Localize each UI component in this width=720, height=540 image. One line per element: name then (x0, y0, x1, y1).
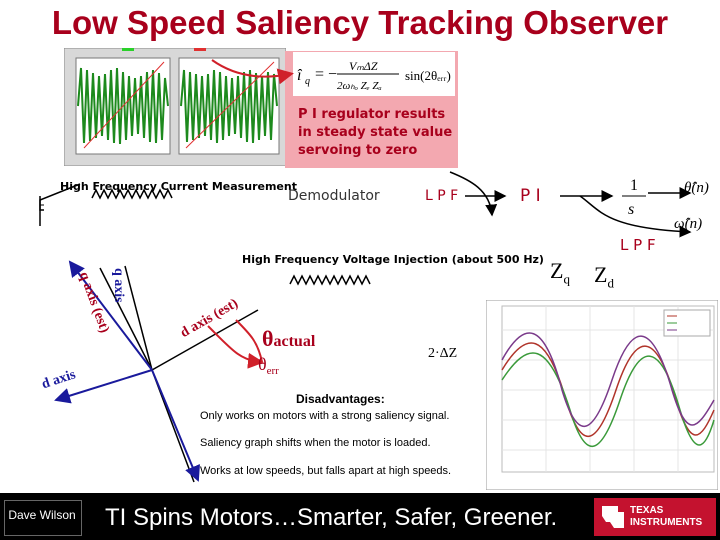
zq-label: Zq (550, 258, 570, 287)
q-axis-line (99, 267, 153, 371)
equation-lhs-sub: q (305, 76, 310, 87)
pi-note-line-3: servoing to zero (298, 143, 418, 158)
lpf-label: L P F (425, 188, 459, 204)
footer-slogan: TI Spins Motors…Smarter, Safer, Greener. (105, 504, 558, 531)
disadvantage-3: Works at low speeds, but falls apart at … (200, 465, 452, 477)
d-axis-est-line (151, 309, 259, 371)
saliency-series-3 (501, 332, 715, 427)
demodulator-label: Demodulator (288, 188, 380, 204)
q-axis-est-line (124, 265, 153, 371)
disadvantage-1: Only works on motors with a strong salie… (200, 410, 450, 422)
lpf2-label: L P F (620, 236, 656, 254)
logo-text: TEXAS INSTRUMENTS (630, 505, 703, 528)
scope-right-trace (180, 69, 278, 144)
disadvantage-2: Saliency graph shifts when the motor is … (200, 437, 431, 449)
pi-note-line-1: P I regulator results (298, 107, 446, 122)
equation: î q = − VₘΔZ 2ωₕₒ Zₑ Zₐ sin(2θₑᵣᵣ) (297, 59, 451, 92)
coil-icon (91, 188, 173, 200)
pi-label: P I (520, 186, 541, 206)
pi-note: P I regulator results in steady state va… (298, 106, 458, 160)
theta-err-arc (235, 319, 263, 363)
integrator-num: 1 (630, 177, 638, 194)
integrator-den: s (628, 201, 634, 218)
saliency-plot (486, 300, 718, 490)
disadvantages-title: Disadvantages: (296, 392, 385, 406)
saliency-series-2 (501, 352, 715, 447)
scope-left-trace (77, 67, 169, 145)
ti-logo-icon: TEXAS INSTRUMENTS (594, 498, 716, 536)
hf-current-to-pink (449, 171, 498, 217)
d-axis-line (54, 369, 153, 404)
oscilloscope-thumbnail (64, 48, 286, 166)
diag-line-down (151, 369, 200, 482)
footer-author-box (4, 500, 82, 536)
equation-denominator: 2ωₕₒ Zₑ Zₐ (337, 80, 382, 92)
integrator-block: 1 s (622, 177, 646, 218)
hf-current-left (39, 183, 81, 226)
footer-author: Dave Wilson (8, 508, 76, 522)
q-axis-label: q axis (111, 268, 126, 303)
pi-note-line-2: in steady state value (298, 125, 453, 140)
q-axis-extension (68, 260, 153, 371)
pi-to-lpf2 (579, 195, 692, 238)
omega-hat-label: ω̂(n) (674, 216, 703, 232)
two-delta-z-label: 2·ΔZ (428, 346, 458, 361)
equation-lhs: î (297, 67, 303, 84)
theta-hat-label: θ̂(n) (684, 180, 709, 196)
theta-actual-label: θactual (262, 326, 316, 351)
zd-label: Zd (594, 262, 614, 291)
equation-rhs: sin(2θₑᵣᵣ) (405, 68, 451, 83)
theta-actual-arc (207, 325, 264, 369)
page-title: Low Speed Saliency Tracking Observer (51, 4, 669, 41)
coil-icon (289, 274, 371, 286)
svg-text:= −: = − (315, 66, 337, 83)
hf-voltage-label: High Frequency Voltage Injection (about … (242, 253, 544, 266)
hf-current-label: High Frequency Current Measurement (60, 180, 297, 193)
equation-numerator: VₘΔZ (349, 59, 378, 73)
red-link-arrow (211, 59, 294, 85)
theta-err-label: θerr (258, 354, 279, 378)
